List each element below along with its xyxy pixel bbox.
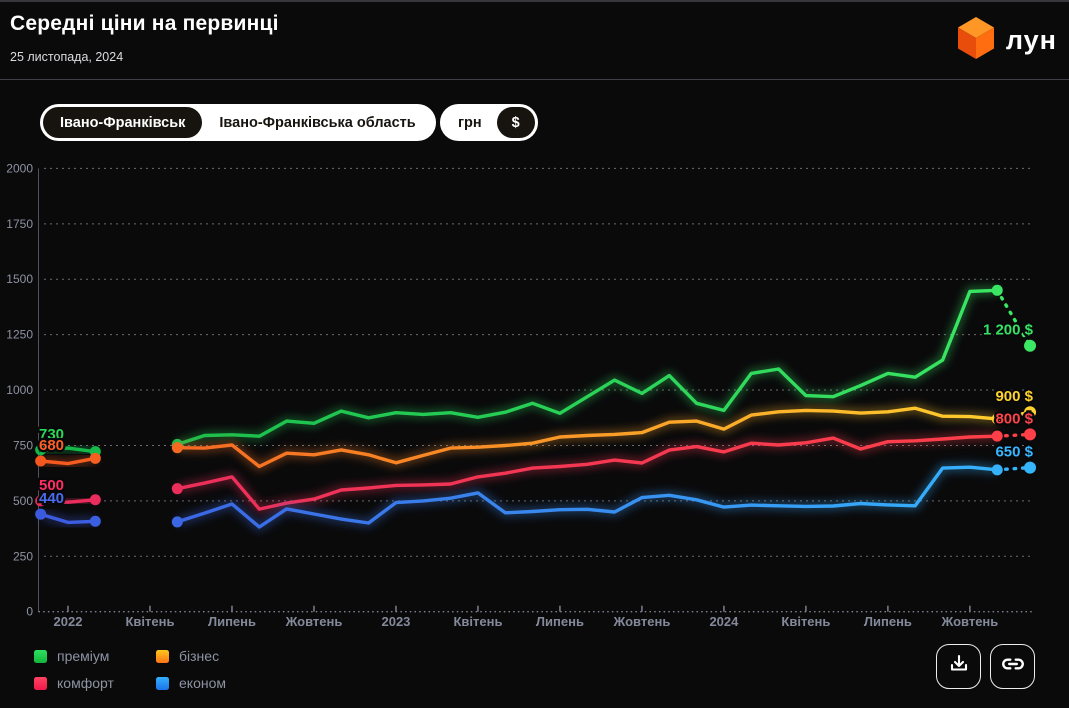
legend-label: преміум	[57, 648, 110, 664]
svg-text:Жовтень: Жовтень	[285, 614, 343, 629]
svg-text:Квітень: Квітень	[453, 614, 502, 629]
legend-item[interactable]: комфорт	[34, 675, 156, 691]
svg-text:680: 680	[39, 437, 64, 454]
series-premium[interactable]	[35, 284, 1037, 458]
region-option-city[interactable]: Івано-Франківськ	[43, 107, 203, 138]
legend: преміум бізнес комфорт економ	[34, 648, 226, 691]
currency-toggle: грн $	[440, 104, 538, 141]
window-top-edge	[0, 0, 1069, 2]
svg-text:2000: 2000	[6, 161, 33, 175]
svg-text:650 $: 650 $	[995, 444, 1033, 461]
lun-logo: лун	[956, 16, 1057, 65]
svg-text:0: 0	[26, 605, 33, 619]
svg-text:1 200 $: 1 200 $	[983, 322, 1034, 339]
svg-text:750: 750	[13, 438, 33, 452]
legend-swatch	[34, 649, 47, 663]
currency-option-uah[interactable]: грн	[458, 114, 482, 131]
lun-cube-icon	[956, 16, 996, 65]
svg-text:Липень: Липень	[536, 614, 584, 629]
legend-item[interactable]: економ	[156, 675, 226, 691]
page-title: Середні ціни на первинці	[10, 12, 279, 35]
svg-text:2024: 2024	[709, 614, 739, 629]
legend-swatch	[156, 649, 169, 663]
svg-text:2023: 2023	[381, 614, 410, 629]
svg-text:1750: 1750	[6, 217, 33, 231]
y-axis-labels: 0 250 500 750 1000 1250 1500 1750 2000	[6, 161, 33, 618]
value-labels: 730 1 200 $ 680 900 $ 500 800 $ 440 650 $	[37, 319, 1036, 509]
region-option-oblast[interactable]: Івано-Франківська область	[219, 114, 416, 131]
legend-label: комфорт	[57, 675, 114, 691]
svg-text:1500: 1500	[6, 272, 33, 286]
copy-link-button[interactable]	[990, 644, 1035, 689]
svg-text:Жовтень: Жовтень	[940, 614, 998, 629]
currency-option-usd[interactable]: $	[496, 107, 535, 138]
x-axis-labels: 2022 Квітень Липень Жовтень 2023 Квітень Липен…	[54, 605, 998, 629]
svg-text:2022: 2022	[54, 614, 83, 629]
series-business[interactable]	[35, 404, 1037, 472]
svg-text:250: 250	[13, 549, 33, 563]
svg-text:900 $: 900 $	[995, 388, 1033, 405]
download-button[interactable]	[936, 644, 981, 689]
svg-text:Липень: Липень	[208, 614, 256, 629]
region-toggle: Івано-Франківськ Івано-Франківська облас…	[40, 104, 436, 141]
lun-logo-text: лун	[1005, 25, 1057, 55]
link-icon	[1000, 651, 1026, 682]
legend-swatch	[156, 676, 169, 690]
svg-text:800 $: 800 $	[995, 410, 1033, 427]
series-econom[interactable]	[35, 461, 1037, 532]
legend-item[interactable]: преміум	[34, 648, 156, 664]
page-date: 25 листопада, 2024	[10, 50, 124, 64]
download-icon	[947, 652, 971, 681]
svg-text:730: 730	[39, 426, 64, 443]
legend-swatch	[34, 676, 47, 690]
legend-label: бізнес	[179, 648, 220, 664]
svg-text:Квітень: Квітень	[781, 614, 830, 629]
y-gridlines	[44, 167, 1032, 557]
series-comfort[interactable]	[35, 428, 1037, 514]
svg-text:440: 440	[39, 490, 64, 507]
header-divider	[0, 79, 1069, 80]
svg-text:Липень: Липень	[864, 614, 912, 629]
svg-text:Квітень: Квітень	[125, 614, 174, 629]
svg-text:Жовтень: Жовтень	[613, 614, 671, 629]
svg-text:1250: 1250	[6, 328, 33, 342]
svg-text:500: 500	[13, 494, 33, 508]
legend-item[interactable]: бізнес	[156, 648, 226, 664]
svg-text:1000: 1000	[6, 383, 33, 397]
svg-text:500: 500	[39, 477, 64, 494]
legend-label: економ	[179, 675, 226, 691]
